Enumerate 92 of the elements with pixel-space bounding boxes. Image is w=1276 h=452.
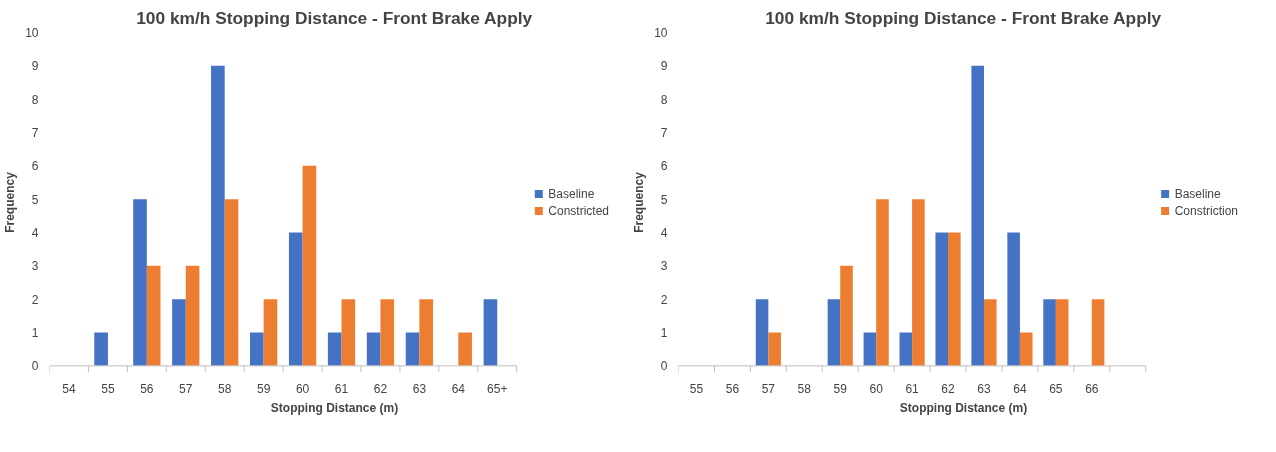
y-tick-label: 5	[660, 192, 668, 207]
x-tick-label: 56	[140, 381, 154, 396]
bar	[380, 299, 395, 366]
bar	[935, 232, 949, 366]
bar	[341, 299, 356, 366]
y-tick-label: 1	[31, 326, 39, 340]
bar	[1007, 232, 1020, 366]
bar	[419, 299, 433, 366]
x-tick-label: 64	[451, 381, 466, 396]
bar	[876, 199, 889, 366]
x-tick-label: 58	[797, 381, 812, 396]
bar	[94, 332, 108, 366]
bar	[1091, 299, 1105, 366]
bar	[250, 332, 264, 366]
x-tick-label: 65+	[487, 381, 508, 396]
bar	[302, 165, 317, 366]
y-tick-label: 10	[654, 26, 668, 40]
y-axis-title: Frequency	[632, 171, 647, 233]
x-tick-label: 57	[761, 381, 776, 396]
x-tick-label: 62	[941, 381, 956, 396]
x-axis-title: Stopping Distance (m)	[270, 400, 399, 415]
y-tick-label: 9	[31, 59, 39, 74]
x-tick-label: 63	[977, 381, 991, 396]
bar	[288, 232, 303, 366]
bar	[827, 299, 841, 366]
bar	[211, 65, 225, 366]
y-tick-label: 7	[31, 126, 39, 140]
bar	[146, 265, 161, 366]
x-tick-label: 60	[869, 381, 884, 396]
y-tick-label: 8	[31, 92, 39, 107]
x-tick-label: 54	[62, 381, 76, 396]
bar	[1019, 332, 1033, 366]
y-tick-label: 0	[660, 359, 668, 374]
bar	[405, 332, 420, 366]
y-tick-label: 8	[660, 92, 668, 107]
x-tick-label: 61	[905, 381, 920, 396]
y-tick-label: 10	[25, 26, 39, 40]
y-tick-label: 3	[660, 259, 668, 274]
x-tick-label: 59	[256, 381, 271, 396]
legend-label: Constriction	[1174, 203, 1238, 218]
y-tick-label: 4	[31, 226, 39, 240]
legend-label: Baseline	[548, 186, 595, 201]
x-tick-label: 55	[101, 381, 115, 396]
bar	[366, 332, 381, 366]
x-tick-label: 55	[689, 381, 704, 396]
x-tick-label: 62	[373, 381, 388, 396]
bar	[263, 299, 278, 366]
y-tick-label: 6	[660, 159, 668, 174]
x-tick-label: 58	[218, 381, 232, 396]
bar	[912, 199, 925, 366]
chart-title: 100 km/h Stopping Distance - Front Brake Apply	[765, 7, 1162, 28]
bar	[185, 265, 200, 366]
bar	[755, 299, 769, 366]
x-tick-label: 57	[179, 381, 193, 396]
bar	[483, 299, 498, 366]
y-tick-label: 5	[31, 192, 39, 207]
bar	[458, 332, 472, 366]
y-tick-label: 6	[31, 159, 39, 174]
bar	[224, 199, 239, 366]
bar	[133, 199, 147, 366]
bar	[1043, 299, 1056, 366]
y-tick-label: 4	[660, 226, 668, 240]
y-axis-title: Frequency	[3, 171, 18, 233]
x-tick-label: 65	[1049, 381, 1063, 396]
y-tick-label: 2	[660, 292, 668, 307]
x-tick-label: 60	[295, 381, 310, 396]
x-tick-label: 64	[1013, 381, 1027, 396]
x-tick-label: 56	[725, 381, 740, 396]
bar	[840, 265, 853, 366]
x-tick-label: 59	[833, 381, 848, 396]
y-tick-label: 2	[31, 292, 39, 307]
x-tick-label: 66	[1085, 381, 1099, 396]
legend-label: Constricted	[548, 203, 609, 218]
bar	[983, 299, 997, 366]
legend-label: Baseline	[1174, 186, 1221, 201]
bar	[863, 332, 877, 366]
bar	[327, 332, 342, 366]
bar	[899, 332, 913, 366]
bar	[948, 232, 961, 366]
y-tick-label: 9	[660, 59, 668, 74]
bar	[172, 299, 186, 366]
y-tick-label: 3	[31, 259, 39, 274]
bar	[971, 65, 984, 366]
bar	[768, 332, 781, 366]
x-tick-label: 63	[412, 381, 427, 396]
x-axis-title: Stopping Distance (m)	[899, 400, 1028, 415]
y-tick-label: 1	[660, 326, 668, 340]
x-tick-label: 61	[334, 381, 349, 396]
bar	[1055, 299, 1069, 366]
chart-title: 100 km/h Stopping Distance - Front Brake Apply	[136, 7, 533, 28]
y-tick-label: 7	[660, 126, 668, 140]
y-tick-label: 0	[31, 359, 39, 374]
